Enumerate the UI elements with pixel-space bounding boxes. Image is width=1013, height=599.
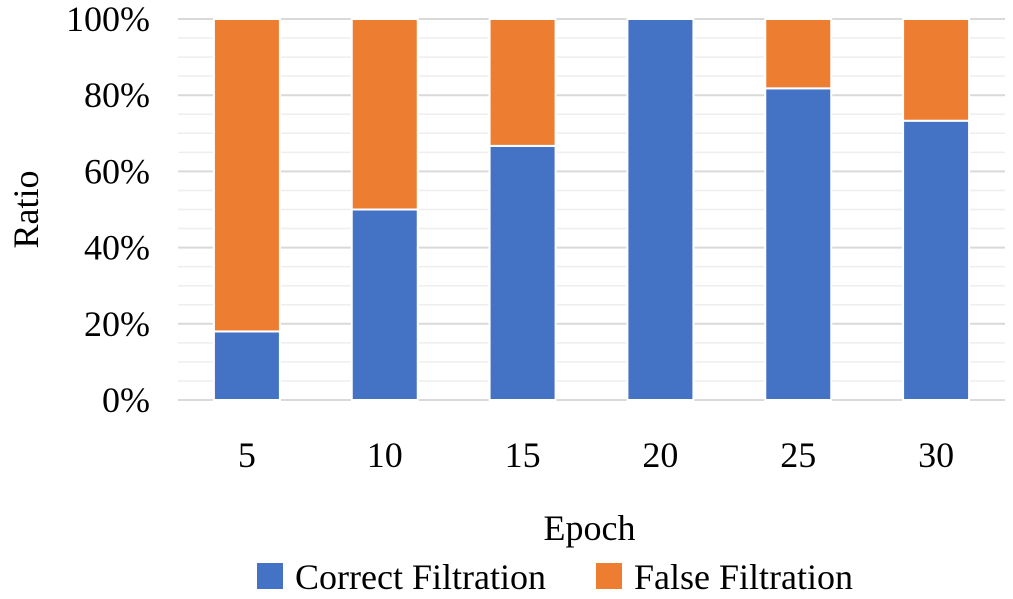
y-tick-label: 20%	[84, 304, 150, 344]
y-axis-title: Ratio	[6, 171, 46, 249]
legend: Correct Filtration False Filtration	[257, 557, 853, 597]
bar-false-filtration-epoch-25	[764, 18, 833, 90]
x-tick-label: 5	[238, 435, 256, 475]
x-tick-label: 10	[367, 435, 403, 475]
bars	[212, 18, 971, 402]
legend-swatch-correct-filtration	[257, 563, 283, 589]
y-tick-label: 60%	[84, 151, 150, 191]
y-tick-label: 0%	[102, 380, 150, 420]
y-tick-label: 100%	[66, 0, 150, 39]
bar-correct-filtration-epoch-20	[626, 18, 695, 401]
bar-false-filtration-epoch-30	[902, 18, 971, 122]
bar-correct-filtration-epoch-25	[764, 87, 833, 401]
bar-false-filtration-epoch-10	[350, 18, 419, 211]
grid	[178, 18, 1005, 382]
bar-correct-filtration-epoch-10	[350, 208, 419, 401]
y-tick-labels: 0% 20% 40% 60% 80% 100%	[66, 0, 150, 420]
x-tick-label: 30	[918, 435, 954, 475]
x-tick-label: 20	[642, 435, 678, 475]
legend-swatch-false-filtration	[596, 563, 622, 589]
bar-correct-filtration-epoch-30	[902, 119, 971, 402]
bar-correct-filtration-epoch-5	[212, 330, 281, 402]
x-tick-label: 15	[505, 435, 541, 475]
x-axis-title: Epoch	[544, 508, 636, 548]
bar-correct-filtration-epoch-15	[488, 144, 557, 401]
legend-label-correct-filtration: Correct Filtration	[295, 557, 546, 597]
x-tick-label: 25	[780, 435, 816, 475]
bar-false-filtration-epoch-5	[212, 18, 281, 333]
x-tick-labels: 5 10 15 20 25 30	[238, 435, 954, 475]
legend-label-false-filtration: False Filtration	[634, 557, 853, 597]
y-tick-label: 80%	[84, 75, 150, 115]
y-tick-label: 40%	[84, 228, 150, 268]
bar-false-filtration-epoch-15	[488, 18, 557, 147]
